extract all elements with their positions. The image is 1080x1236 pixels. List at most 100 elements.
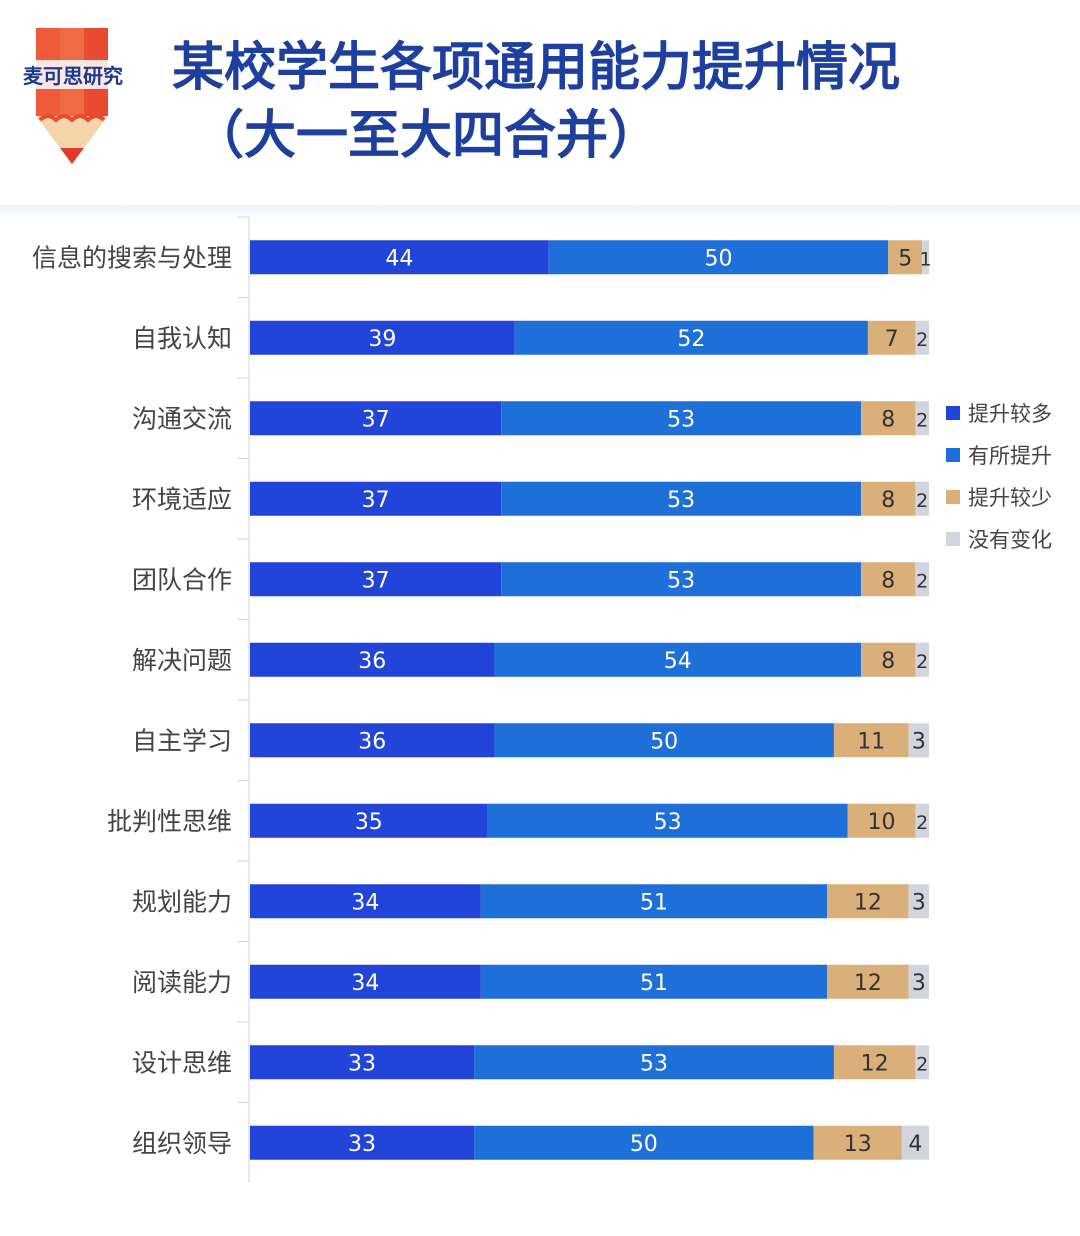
data-label: 44 xyxy=(385,246,413,271)
data-label: 53 xyxy=(667,488,695,513)
legend-item: 没有变化 xyxy=(946,518,1052,560)
data-label: 3 xyxy=(912,971,926,996)
bar-segment xyxy=(250,240,549,275)
category-label: 自主学习 xyxy=(132,726,232,755)
data-label: 2 xyxy=(916,651,928,673)
data-label: 39 xyxy=(368,327,396,352)
bar-segment xyxy=(915,642,929,677)
bar-segment xyxy=(867,320,916,355)
data-label: 54 xyxy=(664,649,692,674)
data-label: 53 xyxy=(667,568,695,593)
bar-segment xyxy=(494,723,834,758)
data-label: 11 xyxy=(857,729,885,754)
bar-segment xyxy=(494,642,862,677)
bar-segment xyxy=(847,803,916,838)
data-label: 2 xyxy=(916,570,928,592)
data-label: 35 xyxy=(355,810,383,835)
bar-segment xyxy=(908,884,929,919)
bar-segment xyxy=(915,562,929,597)
data-label: 8 xyxy=(881,488,895,513)
bar-segment xyxy=(888,240,923,275)
data-label: 34 xyxy=(351,971,379,996)
data-label: 2 xyxy=(916,490,928,512)
bar-segment xyxy=(861,562,916,597)
bar-segment xyxy=(915,320,929,355)
data-label: 2 xyxy=(916,329,928,351)
header: 麦可思研究 某校学生各项通用能力提升情况 （大一至大四合并） xyxy=(0,0,1080,205)
data-label: 12 xyxy=(854,971,882,996)
data-label: 53 xyxy=(640,1051,668,1076)
bar-segment xyxy=(827,884,909,919)
category-label: 规划能力 xyxy=(132,887,232,916)
data-label: 13 xyxy=(844,1132,872,1157)
bar-segment xyxy=(501,562,862,597)
bar-segment xyxy=(480,964,828,999)
category-label: 环境适应 xyxy=(132,485,232,514)
page-subtitle: （大一至大四合并） xyxy=(192,106,661,166)
bar-segment xyxy=(250,642,495,677)
data-label: 33 xyxy=(348,1051,376,1076)
data-label: 50 xyxy=(630,1132,658,1157)
bar-segment xyxy=(861,642,916,677)
data-label: 5 xyxy=(898,246,912,271)
data-label: 33 xyxy=(348,1132,376,1157)
data-label: 10 xyxy=(867,810,895,835)
legend-item: 有所提升 xyxy=(946,434,1052,476)
logo-text: 麦可思研究 xyxy=(14,60,132,89)
data-label: 4 xyxy=(908,1132,922,1157)
bar-segment xyxy=(901,1125,929,1160)
data-label: 12 xyxy=(861,1051,889,1076)
data-label: 34 xyxy=(351,890,379,915)
legend-label: 提升较少 xyxy=(968,486,1052,510)
bar-segment xyxy=(250,481,502,516)
data-label: 8 xyxy=(881,407,895,432)
data-label: 36 xyxy=(358,729,386,754)
legend-swatch xyxy=(946,490,960,504)
page-title: 某校学生各项通用能力提升情况 xyxy=(172,38,901,98)
bar-segment xyxy=(861,481,916,516)
data-label: 51 xyxy=(640,890,668,915)
bar-segment xyxy=(250,884,481,919)
bar-segment xyxy=(501,401,862,436)
bar-segment xyxy=(250,1125,475,1160)
legend-item: 提升较少 xyxy=(946,476,1052,518)
data-label: 50 xyxy=(650,729,678,754)
data-label: 12 xyxy=(854,890,882,915)
chart-legend: 提升较多有所提升提升较少没有变化 xyxy=(946,392,1052,560)
bar-segment xyxy=(861,401,916,436)
data-label: 2 xyxy=(916,409,928,431)
bar-segment xyxy=(548,240,889,275)
data-label: 8 xyxy=(881,649,895,674)
legend-item: 提升较多 xyxy=(946,392,1052,434)
bar-segment xyxy=(250,803,488,838)
category-label: 阅读能力 xyxy=(132,968,232,997)
data-label: 2 xyxy=(916,1053,928,1075)
legend-label: 提升较多 xyxy=(968,402,1052,426)
bar-segment xyxy=(250,401,502,436)
data-label: 53 xyxy=(667,407,695,432)
category-label: 解决问题 xyxy=(132,646,232,675)
bar-segment xyxy=(474,1125,814,1160)
header-divider xyxy=(0,205,1080,219)
bar-segment xyxy=(915,481,929,516)
bar-segment xyxy=(250,320,515,355)
bar-segment xyxy=(250,723,495,758)
legend-label: 有所提升 xyxy=(968,444,1052,468)
category-label: 组织领导 xyxy=(132,1129,232,1158)
category-label: 团队合作 xyxy=(132,565,232,594)
bar-segment xyxy=(915,401,929,436)
data-label: 8 xyxy=(881,568,895,593)
bar-segment xyxy=(514,320,868,355)
legend-swatch xyxy=(946,406,960,420)
bar-segment xyxy=(250,562,502,597)
data-label: 3 xyxy=(912,729,926,754)
category-label: 批判性思维 xyxy=(107,807,232,836)
bar-segment xyxy=(501,481,862,516)
bar-segment xyxy=(474,1045,834,1080)
data-label: 50 xyxy=(705,246,733,271)
bar-segment xyxy=(250,1045,475,1080)
bar-segment xyxy=(908,964,929,999)
bar-segment xyxy=(813,1125,902,1160)
bar-segment xyxy=(833,723,909,758)
